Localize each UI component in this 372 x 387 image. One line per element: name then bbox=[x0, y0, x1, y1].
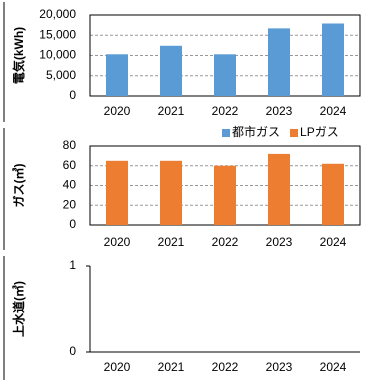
x-tick-label: 2022 bbox=[212, 235, 239, 249]
y-tick-label: 80 bbox=[63, 138, 77, 152]
x-tick-label: 2021 bbox=[158, 104, 185, 118]
x-tick-label: 2022 bbox=[212, 360, 239, 374]
bar bbox=[160, 160, 182, 225]
y-tick-label: 10,000 bbox=[39, 48, 76, 62]
y-tick-label: 60 bbox=[63, 158, 77, 172]
x-tick-label: 2024 bbox=[320, 235, 347, 249]
y-tick-label: 20 bbox=[63, 197, 77, 211]
y-tick-label: 40 bbox=[63, 178, 77, 192]
x-tick-label: 2022 bbox=[212, 104, 239, 118]
legend-label: 都市ガス bbox=[232, 124, 280, 139]
x-tick-label: 2024 bbox=[320, 360, 347, 374]
bar bbox=[160, 45, 182, 96]
y-tick-label: 15,000 bbox=[39, 27, 76, 41]
bar bbox=[268, 153, 290, 225]
bar bbox=[106, 54, 128, 96]
legend-label: LPガス bbox=[300, 125, 339, 139]
x-tick-label: 2020 bbox=[104, 104, 131, 118]
legend-swatch bbox=[290, 129, 299, 137]
y-tick-label: 5,000 bbox=[46, 68, 76, 82]
y-tick-label: 0 bbox=[69, 88, 76, 102]
bar bbox=[322, 23, 344, 97]
x-tick-label: 2024 bbox=[320, 104, 347, 118]
legend-swatch bbox=[222, 129, 230, 137]
bar bbox=[214, 54, 236, 96]
x-tick-label: 2021 bbox=[158, 235, 185, 249]
y-axis-label: 上水道(㎥) bbox=[11, 281, 26, 337]
x-tick-label: 2021 bbox=[158, 360, 185, 374]
x-tick-label: 2020 bbox=[104, 235, 131, 249]
bar bbox=[214, 165, 236, 225]
y-axis-label: ガス(㎥) bbox=[11, 164, 26, 208]
x-tick-label: 2023 bbox=[266, 235, 293, 249]
x-tick-label: 2020 bbox=[104, 360, 131, 374]
bar bbox=[106, 160, 128, 225]
y-tick-label: 20,000 bbox=[39, 7, 76, 21]
bar bbox=[268, 28, 290, 97]
y-axis-label: 電気(kWh) bbox=[11, 27, 26, 84]
x-tick-label: 2023 bbox=[266, 360, 293, 374]
y-tick-label: 0 bbox=[69, 344, 76, 358]
x-tick-label: 2023 bbox=[266, 104, 293, 118]
bar bbox=[322, 163, 344, 225]
y-tick-label: 0 bbox=[69, 217, 76, 231]
y-tick-label: 1 bbox=[69, 258, 76, 272]
